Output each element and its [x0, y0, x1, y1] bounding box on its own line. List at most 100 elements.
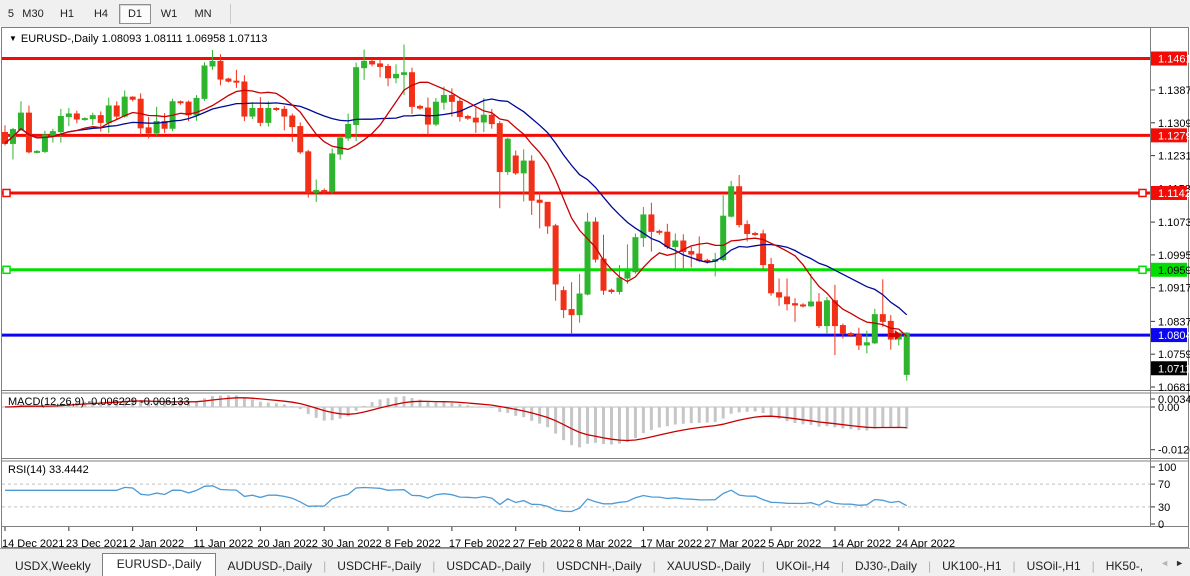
tab-usdchf-daily[interactable]: USDCHF-,Daily	[337, 559, 422, 573]
date-label: 20 Jan 2022	[257, 538, 318, 548]
tab-scroll-arrows: ◄ ►	[1144, 549, 1190, 576]
date-label: 23 Dec 2021	[66, 538, 128, 548]
hline-handle[interactable]	[2, 188, 11, 198]
date-label: 8 Feb 2022	[385, 538, 441, 548]
price-axis-label: 1.08370	[1158, 316, 1190, 328]
date-label: 11 Jan 2022	[194, 538, 254, 548]
macd-indicator-label: MACD(12,26,9) -0.006229 -0.006133	[8, 396, 190, 408]
price-axis-label: 1.10730	[1158, 217, 1190, 229]
rsi-axis-label: 70	[1158, 479, 1170, 491]
tab-ukoil-h4[interactable]: UKOil-,H4	[775, 559, 830, 573]
timeframe-button-h4[interactable]: H4	[93, 7, 109, 20]
chart-collapse-icon[interactable]: ▼	[9, 34, 17, 43]
symbol-tab-bar: USDX,Weekly EURUSD-,Daily AUDUSD-,Daily | US…	[0, 548, 1190, 576]
macd-signal-line	[4, 397, 907, 442]
date-label: 14 Dec 2021	[2, 538, 64, 548]
date-label: 8 Mar 2022	[577, 538, 633, 548]
tab-separator: |	[542, 559, 546, 573]
axis-badge	[1151, 51, 1187, 66]
tab-hk50-h1[interactable]: HK50-,H1	[1105, 559, 1144, 573]
date-label: 14 Apr 2022	[832, 538, 891, 548]
chart-window[interactable]: 1.138701.130901.123101.115301.107301.099…	[0, 27, 1190, 548]
date-label: 17 Mar 2022	[640, 538, 702, 548]
tab-audusd-daily[interactable]: AUDUSD-,Daily	[227, 559, 313, 573]
toolbar-separator	[230, 3, 231, 24]
tab-uk100-h1[interactable]: UK100-,H1	[942, 559, 1002, 573]
tab-scroll-left-icon[interactable]: ◄	[1160, 557, 1170, 568]
date-label: 27 Mar 2022	[704, 538, 766, 548]
axis-badge	[1151, 185, 1187, 200]
current-price-badge-text: 1.07113	[1158, 363, 1190, 375]
arrow-right-marker[interactable]	[888, 330, 902, 341]
timeframe-button-d1[interactable]: D1	[119, 3, 151, 24]
timeframe-button-w1[interactable]: W1	[160, 7, 178, 20]
ma-fast-line	[4, 81, 908, 337]
timeframe-button-h1[interactable]: H1	[59, 7, 75, 20]
price-axis-label: 1.09170	[1158, 283, 1190, 295]
candles-layer	[2, 44, 910, 381]
tab-separator: |	[652, 559, 656, 573]
tab-separator: |	[432, 559, 436, 573]
tab-usdcnh-daily[interactable]: USDCNH-,Daily	[556, 559, 642, 573]
rsi-name: RSI(14)	[8, 464, 46, 476]
timeframe-button-5[interactable]: 5	[7, 7, 14, 20]
chart-title: ▼ EURUSD-,Daily 1.08093 1.08111 1.06958 1…	[9, 33, 267, 45]
chart-canvas[interactable]: 1.138701.130901.123101.115301.107301.099…	[0, 27, 1190, 548]
axis-badge	[1151, 128, 1187, 143]
chart-ohlc-values: 1.08093 1.08111 1.06958 1.07113	[101, 33, 268, 45]
date-label: 17 Feb 2022	[449, 538, 511, 548]
rsi-indicator-label: RSI(14) 33.4442	[8, 464, 89, 476]
tab-separator: |	[840, 559, 844, 573]
price-axis-label: 1.13090	[1158, 118, 1190, 130]
hline-handle[interactable]	[1138, 188, 1147, 198]
tab-separator: |	[323, 559, 327, 573]
price-axis-label: 1.13870	[1158, 85, 1190, 97]
tab-xauusd-daily[interactable]: XAUUSD-,Daily	[666, 559, 751, 573]
tab-usdx-weekly[interactable]: USDX,Weekly	[15, 559, 91, 573]
date-label: 30 Jan 2022	[321, 538, 382, 548]
tab-usoil-h1[interactable]: USOil-,H1	[1026, 559, 1081, 573]
rsi-value: 33.4442	[48, 464, 89, 476]
price-axis-label: 1.12310	[1158, 151, 1190, 163]
timeframe-button-mn[interactable]: MN	[194, 7, 212, 20]
axis-badge	[1151, 262, 1187, 277]
axis-badge	[1151, 328, 1187, 343]
rsi-axis-label: 100	[1158, 462, 1176, 474]
rsi-axis-label: 30	[1158, 502, 1170, 514]
price-axis-label: 1.09950	[1158, 250, 1190, 262]
rsi-axis-label: 0	[1158, 519, 1164, 531]
macd-name: MACD(12,26,9)	[8, 396, 85, 408]
tab-separator: |	[1012, 559, 1016, 573]
timeframe-toolbar: 5 M30 H1 H4 D1 W1 MN	[0, 0, 1190, 27]
ma-slow-line	[4, 98, 908, 316]
timeframe-button-m30[interactable]: M30	[22, 7, 44, 20]
axis-badge-text: 1.11422	[1158, 188, 1190, 200]
rsi-line	[5, 485, 908, 513]
tab-separator: |	[761, 559, 765, 573]
symbol-tabs: USDX,Weekly EURUSD-,Daily AUDUSD-,Daily | US…	[0, 553, 1144, 576]
macd-axis-label: 0.00	[1158, 402, 1179, 414]
macd-axis-label: 0.003408	[1158, 394, 1190, 406]
tab-usdcad-daily[interactable]: USDCAD-,Daily	[446, 559, 532, 573]
date-label: 27 Feb 2022	[513, 538, 575, 548]
axis-badge-text: 1.09596	[1158, 265, 1190, 277]
chart-frame	[1, 27, 1189, 548]
date-label: 2 Jan 2022	[130, 538, 184, 548]
tab-separator: |	[928, 559, 932, 573]
hline-handle[interactable]	[1138, 265, 1147, 275]
tab-scroll-right-icon[interactable]: ►	[1175, 557, 1184, 568]
tab-separator: |	[1091, 559, 1095, 573]
date-label: 24 Apr 2022	[896, 538, 955, 548]
hline-handle[interactable]	[2, 265, 11, 275]
tab-eurusd-daily[interactable]: EURUSD-,Daily	[101, 553, 217, 576]
current-price-badge	[1151, 361, 1187, 376]
tab-dj30-daily[interactable]: DJ30-,Daily	[854, 559, 917, 573]
chart-symbol-label: EURUSD-,Daily	[20, 33, 99, 45]
axis-badge-text: 1.12792	[1158, 130, 1190, 142]
date-axis: 14 Dec 2021 23 Dec 2021 2 Jan 2022 11 Jan 2…	[2, 527, 955, 548]
macd-values: -0.006229 -0.006133	[87, 396, 190, 408]
price-axis-label: 1.07590	[1158, 349, 1190, 361]
macd-axis-label: -0.01205	[1158, 445, 1190, 457]
